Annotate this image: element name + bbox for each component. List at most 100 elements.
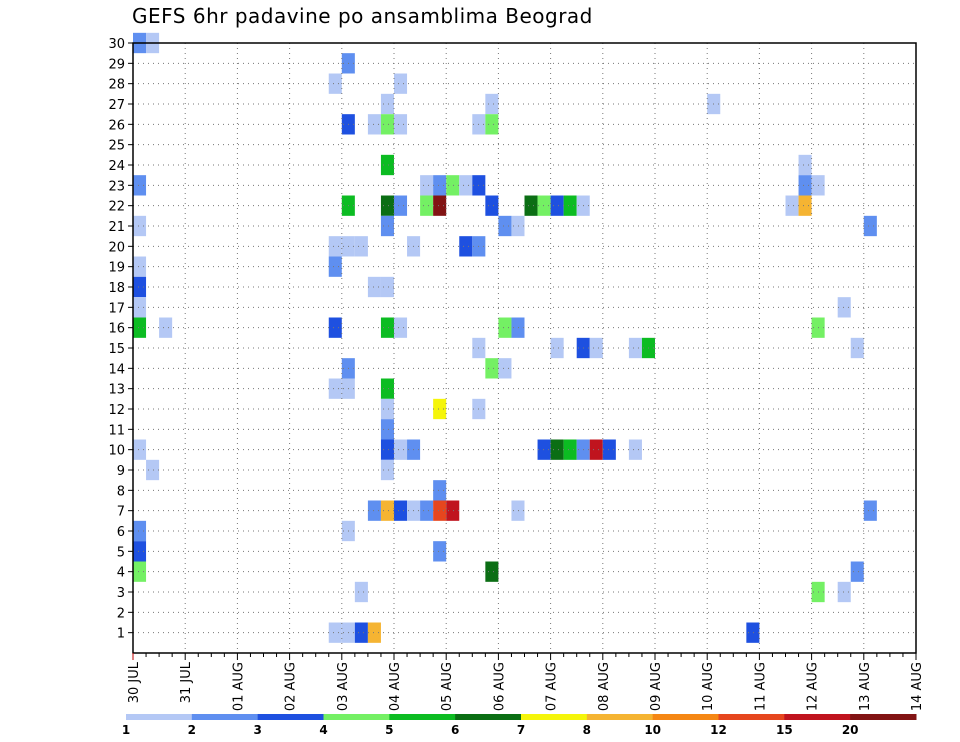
heatmap-cell — [380, 93, 394, 115]
heatmap-cell — [433, 480, 447, 501]
x-axis-ticks: 30 JUL 31 JUL 01 AUG 02 AUG 03 AUG 04 AUG 05 A… — [127, 653, 925, 711]
y-tick-label: 18 — [108, 281, 125, 296]
x-tick-label: 14 AUG — [910, 662, 925, 711]
y-tick-label: 6 — [117, 525, 125, 540]
heatmap-cell — [133, 175, 147, 196]
heatmap-cell — [837, 581, 851, 603]
heatmap-cells — [133, 32, 877, 643]
heatmap-cell — [511, 317, 525, 338]
heatmap-cell — [146, 459, 160, 481]
y-tick-label: 15 — [108, 342, 125, 357]
y-tick-label: 1 — [117, 627, 125, 642]
x-tick-label: 12 AUG — [806, 662, 821, 711]
heatmap-cell — [354, 581, 368, 603]
heatmap-cell — [485, 93, 499, 115]
heatmap-cell — [367, 622, 381, 643]
y-tick-label: 16 — [108, 322, 125, 337]
y-tick-label: 7 — [117, 505, 125, 520]
heatmap-cell — [380, 154, 394, 176]
heatmap-cell — [328, 256, 342, 277]
heatmap-cell — [354, 622, 368, 643]
x-tick-label: 02 AUG — [284, 662, 299, 711]
legend-label: 12 — [710, 723, 727, 737]
legend-label: 7 — [517, 723, 525, 737]
y-tick-label: 4 — [117, 566, 125, 581]
y-tick-label: 29 — [108, 57, 125, 72]
heatmap-cell — [537, 195, 551, 216]
legend-swatch — [850, 714, 917, 720]
heatmap-cell — [367, 500, 381, 521]
heatmap-cell — [550, 439, 564, 460]
heatmap-cell — [394, 114, 408, 135]
heatmap-cell — [394, 317, 408, 338]
heatmap-cell — [133, 297, 147, 318]
y-tick-label: 19 — [108, 261, 125, 276]
heatmap-cell — [420, 195, 434, 216]
heatmap-cell — [837, 297, 851, 318]
legend-label: 6 — [451, 723, 459, 737]
legend-label: 20 — [842, 723, 859, 737]
x-tick-label: 13 AUG — [858, 662, 873, 711]
heatmap-cell — [433, 398, 447, 420]
heatmap-cell — [433, 175, 447, 196]
heatmap-cell — [511, 500, 525, 521]
heatmap-cell — [394, 73, 408, 94]
heatmap-cell — [133, 541, 147, 562]
legend-label: 2 — [188, 723, 196, 737]
heatmap-cell — [550, 195, 564, 216]
x-tick-label: 08 AUG — [597, 662, 612, 711]
heatmap-cell — [550, 337, 564, 359]
heatmap-cell — [380, 439, 394, 460]
heatmap-cell — [133, 439, 147, 460]
heatmap-cell — [602, 439, 616, 460]
legend-swatch — [126, 714, 193, 720]
heatmap-cell — [380, 419, 394, 440]
legend-label: 1 — [122, 723, 130, 737]
y-tick-label: 22 — [108, 200, 125, 215]
heatmap-cell — [133, 256, 147, 277]
heatmap-cell — [367, 276, 381, 298]
y-tick-label: 12 — [108, 403, 125, 418]
heatmap-cell — [498, 317, 512, 338]
legend-swatch — [652, 714, 719, 720]
legend-swatch — [257, 714, 324, 720]
y-tick-label: 2 — [117, 606, 125, 621]
heatmap-cell — [850, 561, 864, 582]
heatmap-cell — [380, 378, 394, 399]
heatmap-cell — [328, 378, 342, 399]
heatmap-cell — [133, 317, 147, 338]
y-tick-label: 20 — [108, 240, 125, 255]
y-tick-label: 10 — [108, 444, 125, 459]
heatmap-cell — [394, 439, 408, 460]
legend-label: 5 — [385, 723, 393, 737]
y-tick-label: 14 — [108, 362, 125, 377]
y-tick-label: 11 — [108, 423, 125, 438]
y-tick-label: 13 — [108, 383, 125, 398]
heatmap-cell — [446, 175, 460, 196]
heatmap-cell — [380, 500, 394, 521]
heatmap-cell — [433, 195, 447, 216]
y-tick-label: 21 — [108, 220, 125, 235]
y-tick-label: 8 — [117, 484, 125, 499]
heatmap-cell — [380, 317, 394, 338]
y-axis-ticks: 1234567891011121314151617181920212223242… — [108, 37, 133, 642]
legend-swatch — [784, 714, 851, 720]
heatmap-cell — [380, 195, 394, 216]
x-tick-label: 31 JUL — [179, 661, 194, 703]
y-tick-label: 27 — [108, 98, 125, 113]
chart-title: GEFS 6hr padavine po ansamblima Beograd — [132, 4, 593, 28]
y-tick-label: 25 — [108, 139, 125, 154]
heatmap-cell — [863, 500, 877, 521]
x-tick-label: 06 AUG — [492, 662, 507, 711]
x-tick-label: 11 AUG — [753, 662, 768, 711]
heatmap-cell — [380, 459, 394, 481]
heatmap-cell — [133, 561, 147, 582]
x-tick-label: 09 AUG — [649, 662, 664, 711]
heatmap-cell — [628, 337, 642, 359]
heatmap-cell — [420, 500, 434, 521]
legend-label: 8 — [583, 723, 591, 737]
heatmap-cell — [354, 236, 368, 257]
legend-swatch — [718, 714, 785, 720]
heatmap-cell — [511, 215, 525, 237]
heatmap-cell — [485, 561, 499, 582]
